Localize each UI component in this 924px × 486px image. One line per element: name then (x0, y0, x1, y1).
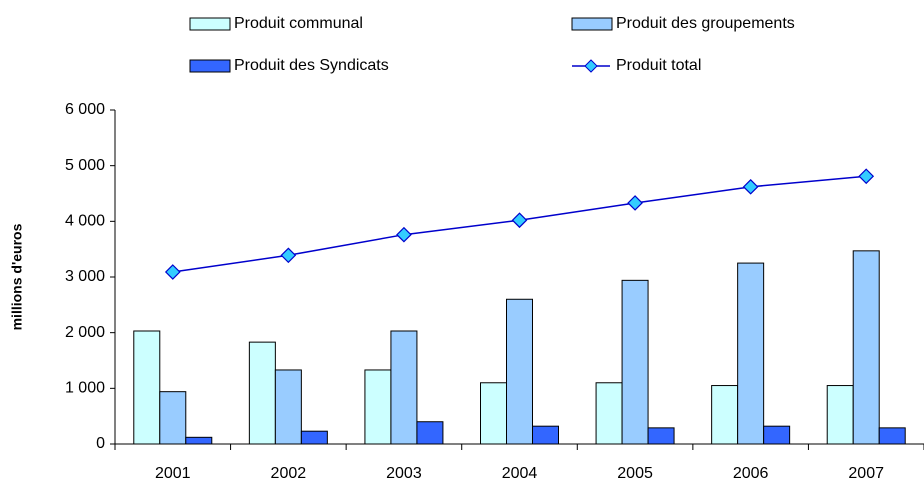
bar (878, 427, 906, 445)
x-tick-label: 2004 (502, 465, 538, 482)
bar (185, 436, 213, 445)
legend-marker (584, 59, 598, 73)
legend-swatch (571, 17, 613, 31)
marker (858, 168, 875, 185)
bar (133, 330, 161, 445)
bar (763, 425, 791, 445)
bar (711, 385, 739, 445)
y-tick-label: 4 000 (65, 213, 105, 230)
x-tick-label: 2006 (733, 465, 769, 482)
bar (390, 330, 418, 445)
marker (742, 178, 759, 195)
y-tick-label: 1 000 (65, 380, 105, 397)
marker (627, 195, 643, 211)
bar (159, 391, 187, 445)
marker (280, 247, 297, 264)
bar (248, 341, 276, 445)
x-tick-label: 2002 (271, 465, 307, 482)
bar (364, 369, 392, 445)
legend-label: Produit communal (234, 15, 363, 32)
x-tick-label: 2007 (848, 465, 884, 482)
legend-swatch (189, 59, 231, 73)
y-tick-label: 3 000 (65, 268, 105, 285)
bar (532, 425, 559, 445)
bar (595, 382, 623, 445)
marker (511, 212, 528, 229)
bar (852, 250, 880, 445)
legend-label: Produit total (616, 57, 701, 74)
bar (480, 382, 507, 445)
bar (274, 369, 302, 445)
legend-label: Produit des Syndicats (234, 57, 389, 74)
y-tick-label: 5 000 (65, 157, 105, 174)
bar (826, 385, 854, 445)
bar (621, 279, 649, 445)
y-tick-label: 6 000 (65, 101, 105, 118)
x-tick-label: 2005 (617, 465, 653, 482)
x-tick-label: 2003 (386, 465, 422, 482)
bar (737, 262, 765, 445)
x-tick-label: 2001 (155, 465, 191, 482)
bar (506, 298, 533, 445)
y-tick-label: 2 000 (65, 324, 105, 341)
marker (396, 226, 412, 243)
y-tick-label: 0 (96, 435, 105, 452)
bar (416, 421, 444, 445)
marker (164, 264, 181, 280)
bar (300, 430, 328, 445)
bar (647, 427, 675, 445)
y-axis-label: millions d'euros (9, 223, 25, 330)
legend-swatch (189, 17, 231, 31)
legend-label: Produit des groupements (616, 15, 795, 32)
